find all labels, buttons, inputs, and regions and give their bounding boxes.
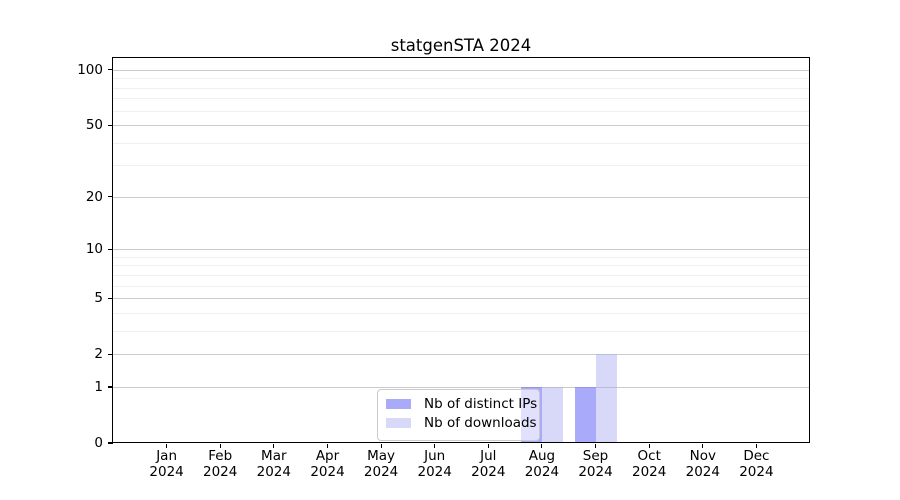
gridline-minor [113,330,810,332]
x-tick-label: Jul 2024 [458,448,518,480]
y-tick-mark [108,69,113,71]
x-tick-mark [541,443,543,448]
x-tick-year: 2024 [632,463,667,480]
y-tick-mark [108,248,113,250]
legend-label-downloads: Nb of downloads [424,415,537,431]
x-tick-year: 2024 [149,463,184,480]
y-tick-label: 2 [94,346,103,363]
bar-distinct-ips-sep-2024 [574,387,596,443]
y-tick-label: 50 [85,117,103,134]
x-tick-year: 2024 [363,463,399,480]
gridline-minor [113,78,810,80]
gridline-minor [113,98,810,100]
bar-downloads-sep-2024 [595,354,617,443]
y-tick-label: 100 [77,61,103,78]
gridline-minor [113,87,810,89]
x-tick-mark [326,443,329,448]
y-tick-mark [108,196,113,198]
x-tick-label: Jun 2024 [405,448,465,480]
x-tick-label: May 2024 [351,448,411,480]
x-tick-month: May [367,448,396,464]
x-tick-label: Mar 2024 [244,448,304,480]
x-tick-label: Sep 2024 [566,448,626,480]
y-tick-label: 5 [94,290,103,307]
y-tick-label: 0 [94,435,103,451]
legend-label-distinct-ips: Nb of distinct IPs [424,396,538,412]
legend-swatch-distinct-ips-icon [386,399,411,409]
x-tick-label: Nov 2024 [673,448,733,480]
x-tick-month: Jan [156,448,177,464]
x-tick-mark [166,443,168,448]
y-tick-mark [108,124,113,126]
x-tick-mark [594,443,597,448]
x-tick-month: Jul [480,448,497,464]
x-tick-mark [380,443,382,448]
legend: Nb of distinct IPs Nb of downloads [377,389,540,441]
x-tick-year: 2024 [685,463,720,480]
x-tick-mark [273,443,275,448]
x-tick-year: 2024 [256,463,291,480]
legend-swatch-downloads-icon [386,418,411,428]
x-tick-mark [219,443,221,448]
x-tick-mark [487,443,489,448]
x-tick-year: 2024 [310,463,345,480]
x-tick-label: Dec 2024 [726,448,786,480]
x-tick-year: 2024 [417,463,452,480]
legend-item-downloads: Nb of downloads [386,415,539,431]
y-tick-mark [108,386,113,388]
x-tick-mark [702,443,704,448]
x-tick-mark [755,443,757,448]
x-tick-mark [434,443,436,448]
gridline-minor [113,256,810,258]
x-tick-label: Oct 2024 [619,448,679,480]
x-tick-label: Apr 2024 [298,448,358,480]
bar-downloads-aug-2024 [541,387,563,443]
y-tick-label: 1 [94,379,103,395]
x-tick-year: 2024 [471,463,506,480]
x-tick-month: Jun [424,448,446,464]
x-tick-month: Feb [208,448,233,464]
y-tick-mark [108,297,113,299]
gridline-major [113,249,810,251]
x-tick-month: Dec [743,448,770,464]
gridline-minor [113,285,810,287]
y-tick-label: 10 [85,241,103,258]
x-tick-month: Aug [528,448,556,464]
gridline-minor [113,274,810,276]
x-tick-month: Sep [582,448,609,464]
gridline-minor [113,110,810,112]
x-tick-month: Oct [637,448,661,464]
x-tick-label: Aug 2024 [512,448,572,480]
x-tick-month: Nov [689,448,716,464]
x-tick-year: 2024 [203,463,238,480]
y-tick-mark [108,353,113,355]
x-tick-year: 2024 [739,463,774,480]
x-tick-year: 2024 [524,463,560,480]
y-tick-label: 20 [85,188,103,205]
gridline-minor [113,142,810,144]
x-tick-mark [648,443,650,448]
x-tick-label: Jan 2024 [137,448,197,480]
chart-title: statgenSTA 2024 [390,36,532,55]
gridline-major [113,354,810,356]
gridline-major [113,125,810,127]
gridline-major [113,69,810,71]
gridline-major [113,298,810,300]
x-tick-label: Feb 2024 [190,448,250,480]
x-tick-month: Mar [261,448,287,464]
y-tick-mark [108,442,113,444]
gridline-major [113,196,810,198]
legend-item-distinct-ips: Nb of distinct IPs [386,396,539,412]
x-tick-year: 2024 [578,463,613,480]
gridline-minor [113,165,810,167]
gridline-minor [113,265,810,267]
gridline-major [113,387,810,388]
gridline-minor [113,312,810,314]
x-tick-month: Apr [315,448,340,464]
